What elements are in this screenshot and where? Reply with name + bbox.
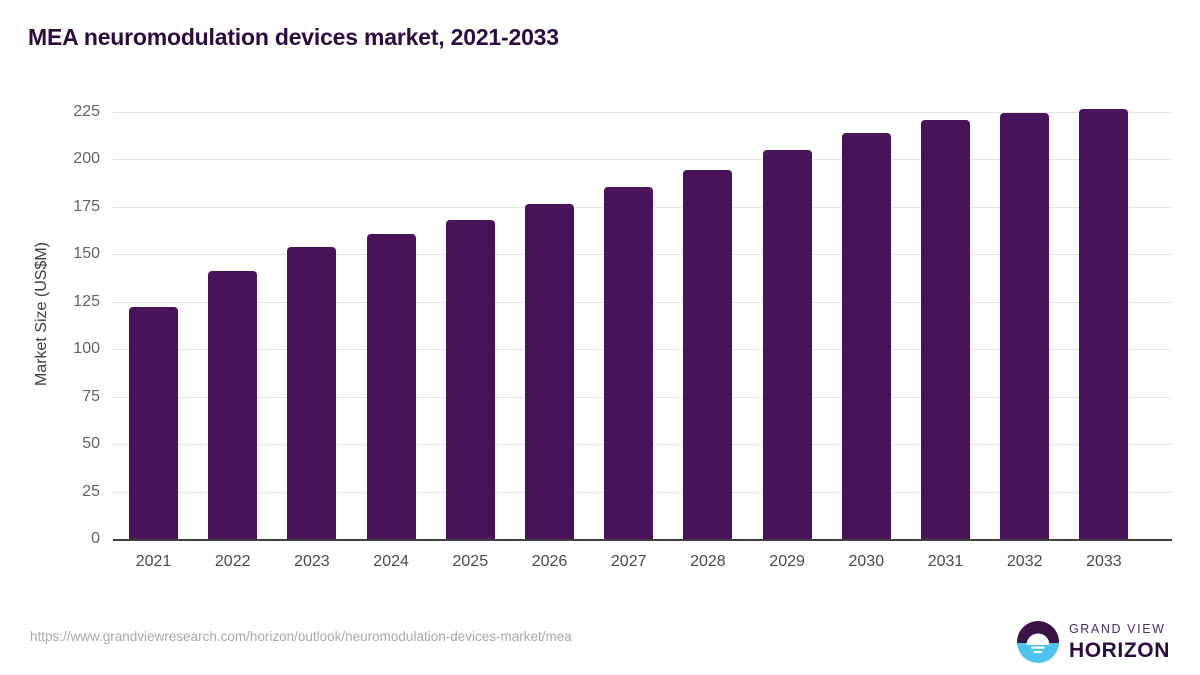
bar-2032[interactable] (1000, 112, 1050, 539)
gridline (113, 112, 1172, 113)
bar-2026[interactable] (525, 204, 574, 539)
x-tick-label-2024: 2024 (373, 553, 409, 570)
logo-text: GRAND VIEW HORIZON (1069, 623, 1170, 661)
x-tick-label-2032: 2032 (1006, 553, 1043, 570)
logo-mark-icon (1016, 621, 1059, 663)
x-tick-label-2026: 2026 (531, 553, 568, 570)
y-tick-label: 200 (73, 150, 100, 168)
bar-2029[interactable] (762, 149, 812, 539)
y-tick-label: 50 (82, 435, 100, 453)
x-tick-label-2029: 2029 (769, 553, 805, 570)
chart-plot-area: Market Size (US$M) 0 25 50 75 100 125 150 175 20… (0, 80, 1200, 580)
bar-2027[interactable] (604, 187, 654, 539)
page-title: MEA neuromodulation devices market, 2021… (28, 24, 559, 50)
x-axis-line (113, 539, 1172, 541)
y-tick-label: 25 (82, 482, 100, 500)
bar-group: 2021 2022 2023 2024 2025 2026 2027 2028 2029 2030… (113, 109, 1172, 570)
bar-2031[interactable] (921, 120, 970, 539)
y-tick-label: 150 (73, 245, 100, 263)
x-tick-label-2031: 2031 (927, 553, 964, 570)
bar-2023[interactable] (287, 246, 337, 539)
bar-2033[interactable] (1079, 109, 1129, 539)
bar-2022[interactable] (208, 270, 258, 539)
x-tick-label-2030: 2030 (848, 553, 885, 570)
bar-2024[interactable] (366, 234, 416, 539)
y-tick-label: 225 (73, 103, 100, 120)
logo-text-top: GRAND VIEW (1068, 622, 1166, 637)
y-tick-label: 175 (73, 197, 100, 215)
bar-2028[interactable] (683, 169, 733, 539)
y-axis-title: Market Size (US$M) (33, 241, 50, 387)
x-tick-label-2028: 2028 (690, 553, 726, 570)
x-tick-label-2023: 2023 (294, 553, 330, 570)
y-tick-label: 75 (82, 387, 100, 405)
bar-2021[interactable] (129, 307, 178, 539)
y-tick-label: 125 (73, 292, 100, 310)
plot-canvas: 0 25 50 75 100 125 150 175 200 225 2021 2022 2023 20… (73, 103, 1172, 570)
bar-2025[interactable] (445, 219, 495, 539)
x-tick-label-2033: 2033 (1086, 553, 1122, 570)
y-tick-label: 0 (91, 530, 100, 547)
bar-2030[interactable] (841, 132, 891, 539)
logo-text-bottom: HORIZON (1068, 638, 1170, 662)
source-url[interactable]: https://www.grandviewresearch.com/horizo… (30, 629, 572, 644)
x-tick-label-2021: 2021 (135, 553, 172, 570)
x-tick-label-2027: 2027 (610, 553, 647, 570)
y-tick-label: 100 (73, 340, 100, 358)
x-tick-label-2022: 2022 (214, 553, 251, 570)
x-tick-label-2025: 2025 (452, 553, 489, 570)
gridline (113, 159, 1172, 161)
grand-view-horizon-logo[interactable]: GRAND VIEW HORIZON (1016, 620, 1170, 664)
